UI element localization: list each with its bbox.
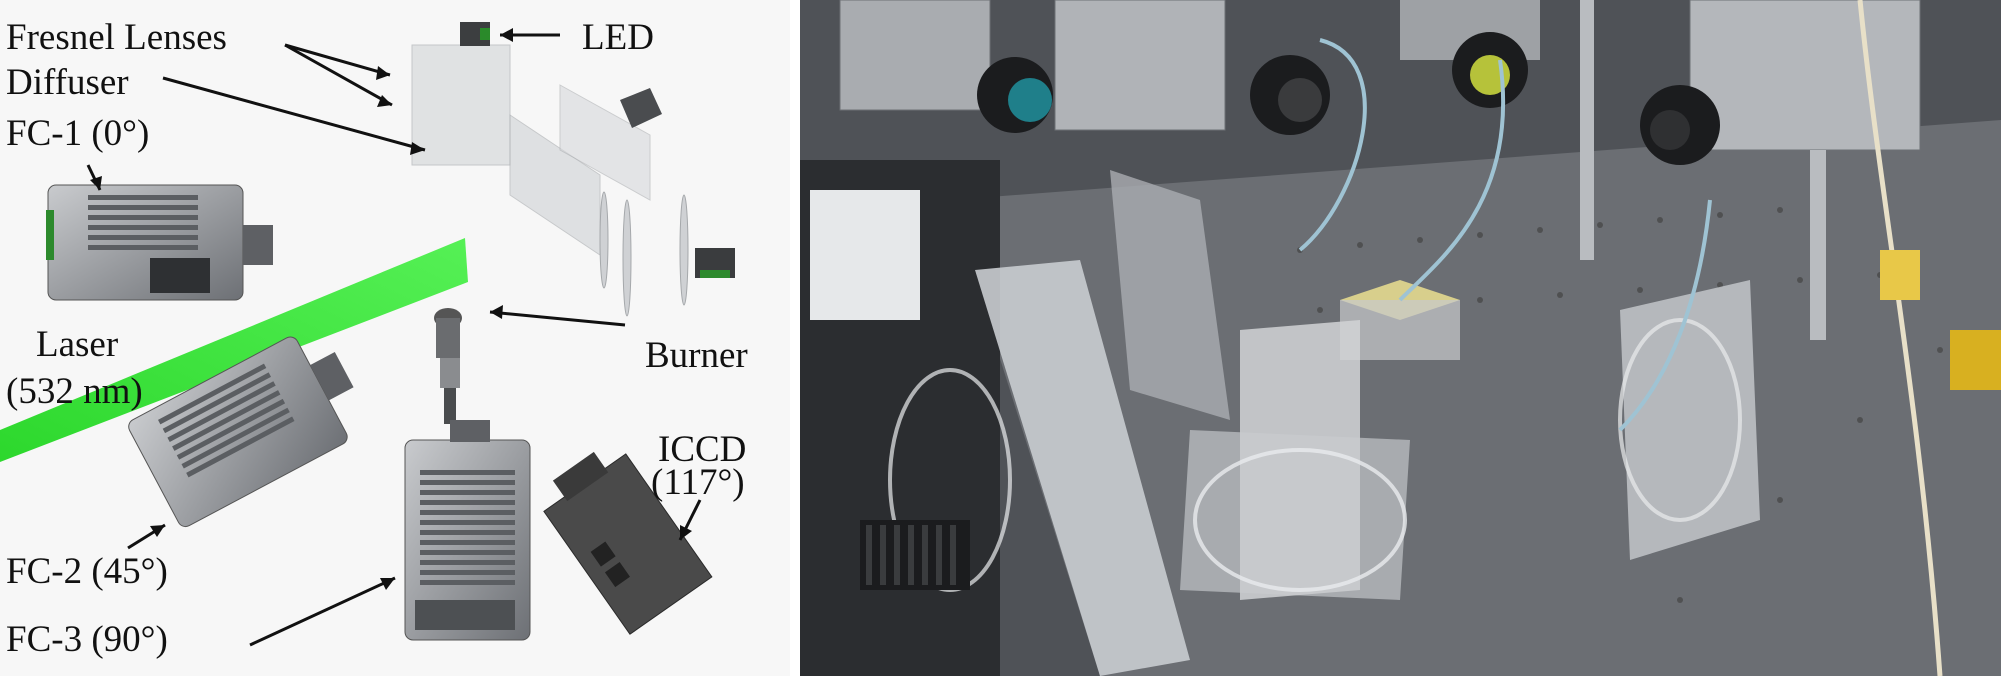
led-module-2: [620, 88, 662, 128]
label-fc1: FC-1 (0°): [6, 113, 150, 154]
camera-top-center: [1054, 0, 1330, 135]
lens-profile-3: [679, 194, 689, 306]
burner: [434, 308, 462, 424]
plate-top-center: [1110, 170, 1230, 420]
lab-photograph: [800, 0, 2001, 676]
camera-top-center-right: [1400, 0, 1540, 108]
fresnel-lens-right: [1618, 318, 1742, 522]
label-laser-2: (532 nm): [6, 371, 143, 412]
gas-tube-3: [1618, 199, 1712, 432]
label-burner: Burner: [645, 335, 748, 376]
label-iccd-1: ICCD: [658, 429, 747, 470]
lens-profile-2: [622, 199, 632, 317]
fc2-camera: [128, 336, 354, 528]
table-holes: [1297, 207, 1943, 603]
photo-drawing: [800, 0, 2001, 676]
label-fresnel-lenses: Fresnel Lenses: [6, 17, 227, 58]
diffuser-plate: [411, 44, 511, 166]
annotation-arrowheads: [90, 28, 692, 590]
label-led: LED: [582, 17, 654, 58]
label-fc3: FC-3 (90°): [6, 619, 168, 660]
label-fc2: FC-2 (45°): [6, 551, 168, 592]
gas-tube-1: [1298, 38, 1367, 252]
lens-profile-1: [599, 191, 609, 289]
plate-center-front: [1180, 430, 1410, 600]
fresnel-lens-2: [559, 84, 651, 201]
fc1-camera: [46, 184, 273, 301]
label-diffuser: Diffuser: [6, 62, 129, 103]
fresnel-lens-center: [1193, 448, 1407, 592]
camera-top-left: [839, 0, 1053, 133]
gas-tube-2: [1398, 59, 1506, 302]
label-iccd-2: (117°): [651, 462, 745, 503]
plate-left: [975, 260, 1190, 676]
white-cable: [1857, 0, 1943, 676]
iccd-camera: [543, 451, 713, 635]
label-laser-1: Laser: [36, 324, 119, 365]
fc3-camera: [404, 420, 531, 641]
schematic-drawing: [0, 22, 735, 647]
camera-top-right: [1640, 0, 1921, 165]
schematic-panel: Fresnel Lenses Diffuser FC-1 (0°) LED La…: [0, 0, 790, 676]
laser-sheet: [0, 238, 468, 462]
